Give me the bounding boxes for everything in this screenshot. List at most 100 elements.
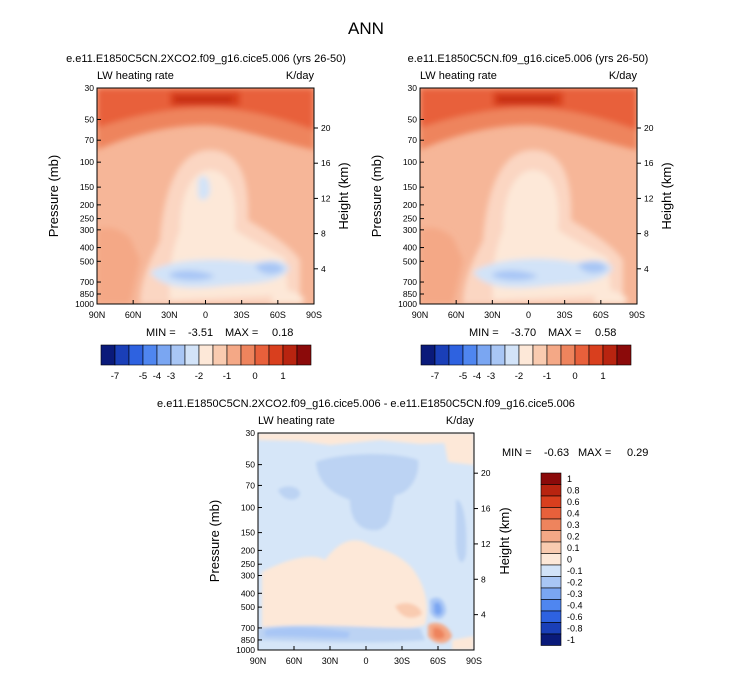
panel-1-pressure-tick-label: 400 (80, 243, 94, 253)
panel-2-x-tick-label: 90N (412, 310, 429, 320)
panel-1-pressure-tick-label: 150 (80, 182, 94, 192)
panel-3-height-tick-label: 20 (481, 468, 491, 478)
colorbar-diff-label: -0.1 (567, 566, 583, 576)
panel-1-height-tick-label: 16 (321, 158, 331, 168)
panel-2-field-label: LW heating rate (420, 70, 497, 82)
colorbar-diff-label: 0.4 (567, 508, 580, 518)
colorbar-diff-swatch (540, 507, 562, 520)
colorbar-1-swatch (226, 344, 242, 366)
panel-3-units: K/day (446, 415, 475, 427)
colorbar-diff-swatch (540, 541, 562, 554)
panel-2-x-tick-label: 90S (629, 310, 645, 320)
panel-1-x-tick-label: 0 (203, 310, 208, 320)
panel-3-height-tick-label: 4 (481, 610, 486, 620)
panel-2xco2: e.e11.E1850C5CN.2XCO2.f09_g16.cice5.006 … (46, 53, 351, 382)
panel-3-min-label: MIN = (502, 447, 532, 459)
panel-3-pressure-tick-label: 250 (241, 559, 255, 569)
panel-1-pressure-tick-label: 1000 (75, 299, 94, 309)
colorbar-1-label: -7 (111, 371, 119, 382)
panel-1-max-value: 0.18 (272, 327, 293, 339)
panel-1-x-tick-label: 30S (234, 310, 250, 320)
panel-3-pressure-tick-label: 400 (241, 588, 255, 598)
panel-2-pressure-tick-label: 100 (403, 157, 417, 167)
colorbar-diff-swatch (540, 599, 562, 612)
panel-2-x-tick-label: 60N (448, 310, 465, 320)
panel-1-x-tick-label: 90N (89, 310, 106, 320)
panel-3-pressure-tick-label: 70 (246, 480, 256, 490)
colorbar-1-swatch (156, 344, 172, 366)
panel-2-x-tick-label: 0 (526, 310, 531, 320)
panel-3-x-tick-label: 60N (286, 656, 303, 666)
panel-1-ylabel-right: Height (km) (336, 162, 351, 229)
panel-1-pressure-tick-label: 70 (85, 135, 95, 145)
panel-2-pressure-tick-label: 300 (403, 225, 417, 235)
panel-3-x-tick-label: 90N (250, 656, 267, 666)
panel-2-pressure-tick-label: 850 (403, 289, 417, 299)
panel-3-x-tick-label: 60S (430, 656, 446, 666)
panel-2-subtitle: e.e11.E1850C5CN.f09_g16.cice5.006 (yrs 2… (408, 53, 649, 65)
panel-difference: e.e11.E1850C5CN.2XCO2.f09_g16.cice5.006 … (157, 398, 648, 666)
panel-1-pressure-tick-label: 500 (80, 256, 94, 266)
panel-1-x-tick-label: 90S (306, 310, 322, 320)
panel-1-pressure-tick-label: 700 (80, 277, 94, 287)
colorbar-2-swatch (588, 344, 604, 366)
panel-3-x-tick-label: 30N (322, 656, 339, 666)
panel-2-min-label: MIN = (469, 327, 499, 339)
colorbar-1-label: 0 (252, 371, 257, 382)
panel-2-pressure-tick-label: 70 (408, 135, 418, 145)
colorbar-2-swatch (560, 344, 576, 366)
colorbar-2-swatch (462, 344, 478, 366)
panel-1-pressure-tick-label: 100 (80, 157, 94, 167)
panel-2-x-tick-label: 30N (484, 310, 501, 320)
colorbar-1-swatch (100, 344, 116, 366)
panel-2-pressure-tick-label: 700 (403, 277, 417, 287)
panel-1-pressure-tick-label: 200 (80, 200, 94, 210)
panel-2-ylabel-right: Height (km) (659, 162, 674, 229)
panel-2-pressure-tick-label: 150 (403, 182, 417, 192)
colorbar-1-swatch (254, 344, 270, 366)
colorbar-2-label: -1 (543, 371, 551, 382)
colorbar-diff-label: -1 (567, 635, 575, 645)
panel-1-pressure-tick-label: 850 (80, 289, 94, 299)
colorbar-1-swatch (128, 344, 144, 366)
panel-2-max-value: 0.58 (595, 327, 616, 339)
panel-2-pressure-tick-label: 1000 (398, 299, 417, 309)
panel-3-height-tick-label: 16 (481, 504, 491, 514)
colorbar-2-swatch (476, 344, 492, 366)
panel-2-pressure-tick-label: 400 (403, 243, 417, 253)
panel-2-x-ticks: 90N 60N 30N 0 30S 60S 90S (412, 300, 645, 320)
panel-3-pressure-tick-label: 30 (246, 428, 256, 438)
panel-2-units: K/day (609, 70, 638, 82)
colorbar-1-swatch (170, 344, 186, 366)
panel-1-field-label: LW heating rate (97, 70, 174, 82)
colorbar-2-label: -4 (473, 371, 481, 382)
colorbar-2-swatch (504, 344, 520, 366)
panel-2-height-tick-label: 12 (644, 193, 654, 203)
panel-3-pressure-tick-label: 100 (241, 503, 255, 513)
colorbar-diff-label: 0.1 (567, 543, 580, 553)
colorbar-diff-label: -0.3 (567, 589, 583, 599)
panel-3-x-tick-label: 0 (363, 656, 368, 666)
panel-3-colorbar: 10.8 0.60.4 0.30.2 0.10 -0.1-0.2 -0.3-0.4 -0.6… (540, 472, 583, 646)
panel-1-colorbar: -7 -5 -4 -3 -2 -1 0 1 (100, 344, 312, 382)
colorbar-diff-swatch (540, 633, 562, 646)
panel-3-ylabel-left: Pressure (mb) (207, 500, 222, 582)
colorbar-1-swatch (198, 344, 214, 366)
panel-3-pressure-tick-label: 200 (241, 545, 255, 555)
panel-1-height-tick-label: 4 (321, 264, 326, 274)
panel-3-pressure-tick-label: 700 (241, 623, 255, 633)
panel-1-pressure-tick-label: 300 (80, 225, 94, 235)
panel-3-x-tick-label: 30S (394, 656, 410, 666)
panel-2-pressure-tick-label: 500 (403, 256, 417, 266)
panel-2-height-ticks: 20 16 12 8 4 (637, 123, 654, 274)
panel-3-pressure-tick-label: 850 (241, 635, 255, 645)
colorbar-2-label: 0 (572, 371, 577, 382)
colorbar-1-swatch (142, 344, 158, 366)
colorbar-diff-swatch (540, 576, 562, 589)
colorbar-2-swatch (420, 344, 436, 366)
panel-2-height-tick-label: 8 (644, 229, 649, 239)
panel-3-pressure-tick-label: 1000 (236, 645, 255, 655)
colorbar-diff-swatch (540, 622, 562, 635)
panel-3-ylabel-right: Height (km) (497, 507, 512, 574)
